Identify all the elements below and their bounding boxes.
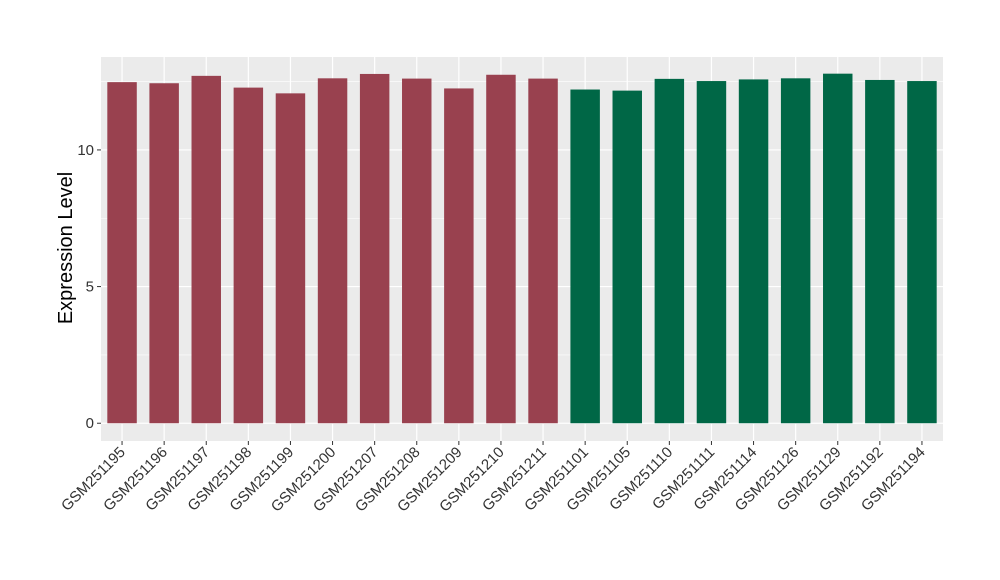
bar-GSM251192: [865, 79, 895, 424]
bars: [107, 73, 937, 424]
bar-GSM251199: [275, 93, 306, 424]
bar-GSM251105: [612, 90, 642, 424]
y-axis: 0 5 10: [77, 142, 101, 432]
bar-GSM251195: [107, 82, 137, 424]
y-tick-label: 5: [86, 279, 94, 296]
bar-GSM251196: [149, 83, 179, 424]
y-tick-label: 0: [86, 415, 94, 432]
bar-GSM251210: [486, 74, 516, 424]
x-axis: GSM251195GSM251196GSM251197GSM251198GSM2…: [58, 441, 929, 515]
bar-GSM251126: [780, 78, 811, 424]
bar-GSM251111: [696, 81, 727, 424]
bar-GSM251209: [444, 88, 474, 424]
y-tick-label: 10: [77, 142, 94, 159]
bar-GSM251194: [907, 81, 937, 424]
bar-GSM251207: [359, 73, 390, 424]
bar-GSM251101: [570, 89, 600, 424]
bar-GSM251211: [528, 78, 558, 424]
bar-GSM251114: [738, 79, 769, 424]
bar-GSM251110: [654, 78, 685, 424]
bar-GSM251200: [317, 78, 348, 424]
bar-GSM251198: [233, 87, 264, 424]
y-axis-title: Expression Level: [55, 172, 77, 324]
plot-panel: [101, 57, 943, 441]
bar-GSM251197: [191, 75, 221, 424]
bar-GSM251129: [823, 73, 853, 424]
bar-GSM251208: [402, 78, 432, 424]
